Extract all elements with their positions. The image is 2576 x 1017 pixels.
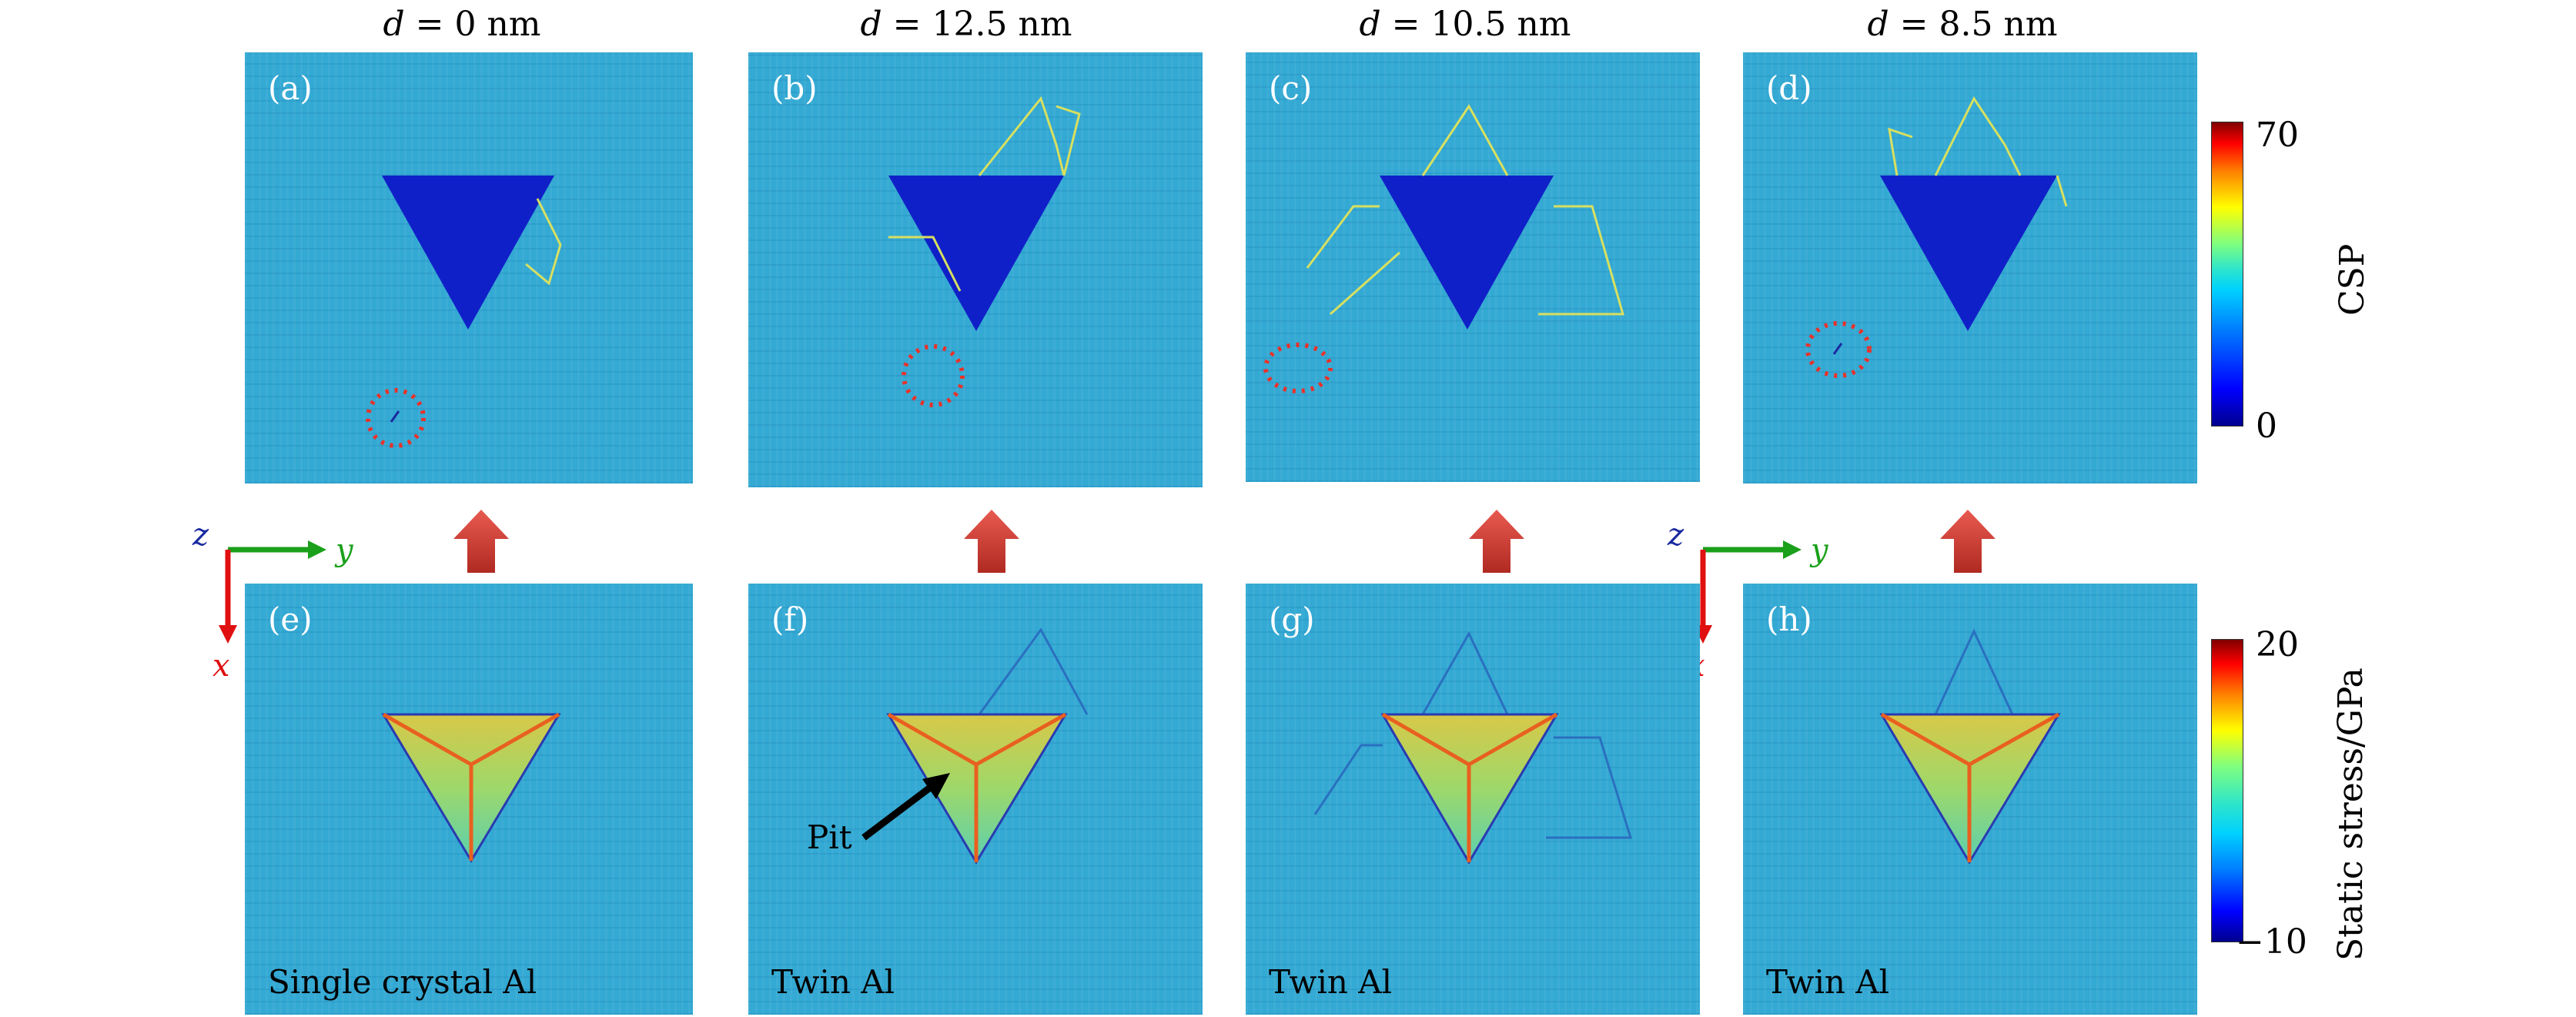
panel-h: (h) Twin Al — [1743, 584, 2197, 1015]
csp-map-b — [888, 95, 1081, 407]
csp-colorbar — [2211, 122, 2243, 427]
axis-triad-icon: z y x — [1667, 524, 1829, 677]
panel-a: (a) — [245, 52, 693, 483]
column-title-4: d = 8.5 nm — [1867, 5, 2058, 44]
column-title-1: d = 0 nm — [383, 5, 541, 44]
dotted-circle-icon — [1805, 321, 1872, 378]
panel-caption-f: Twin Al — [771, 963, 895, 1001]
pointer-arrow-icon — [861, 782, 935, 841]
up-arrow-icon — [964, 510, 1019, 573]
stress-map-e — [381, 712, 561, 863]
csp-max-tick: 70 — [2256, 115, 2299, 155]
svg-text:z: z — [192, 524, 209, 553]
column-title-2: d = 12.5 nm — [860, 5, 1072, 44]
panel-b: (b) — [748, 52, 1203, 487]
svg-text:z: z — [1667, 524, 1684, 553]
stress-min-tick: −10 — [2236, 922, 2307, 962]
stress-max-tick: 20 — [2256, 625, 2299, 664]
panel-label-a: (a) — [268, 69, 313, 107]
panel-label-g: (g) — [1269, 600, 1315, 638]
panel-label-h: (h) — [1766, 600, 1812, 638]
csp-min-tick: 0 — [2256, 406, 2277, 446]
panel-label-f: (f) — [771, 600, 809, 638]
up-arrow-icon — [453, 510, 509, 573]
panel-caption-h: Twin Al — [1766, 963, 1890, 1001]
stress-label: Static stress/GPa — [2331, 667, 2370, 961]
csp-map-c — [1263, 104, 1624, 393]
panel-g: (g) Twin Al — [1246, 584, 1700, 1015]
panel-caption-e: Single crystal Al — [268, 963, 537, 1001]
up-arrow-icon — [1469, 510, 1524, 573]
stress-map-f — [861, 627, 1089, 865]
panel-e: (e) Single crystal Al — [245, 584, 693, 1015]
panel-label-d: (d) — [1766, 69, 1812, 107]
stress-map-h — [1879, 628, 2061, 865]
panel-c: (c) — [1246, 52, 1700, 482]
csp-label: CSP — [2333, 243, 2372, 316]
panel-label-b: (b) — [771, 69, 818, 107]
axis-triad-icon: z y x — [192, 524, 354, 677]
panel-caption-g: Twin Al — [1269, 963, 1393, 1001]
stress-colorbar — [2211, 639, 2243, 942]
dotted-circle-icon — [902, 344, 965, 407]
dotted-circle-icon — [1263, 343, 1333, 393]
pit-annotation: Pit — [807, 818, 852, 856]
csp-map-d — [1805, 96, 2068, 378]
svg-text:y: y — [1809, 533, 1829, 568]
panel-label-e: (e) — [268, 600, 313, 638]
svg-text:x: x — [212, 648, 230, 677]
panel-d: (d) — [1743, 52, 2197, 483]
panel-label-c: (c) — [1269, 69, 1313, 107]
stress-map-g — [1313, 631, 1633, 865]
csp-map-a — [366, 176, 562, 448]
up-arrow-icon — [1940, 510, 1996, 573]
column-title-3: d = 10.5 nm — [1359, 5, 1571, 44]
dotted-circle-icon — [366, 388, 426, 448]
svg-text:y: y — [334, 533, 354, 568]
panel-f: (f) Twin Al — [748, 584, 1203, 1015]
